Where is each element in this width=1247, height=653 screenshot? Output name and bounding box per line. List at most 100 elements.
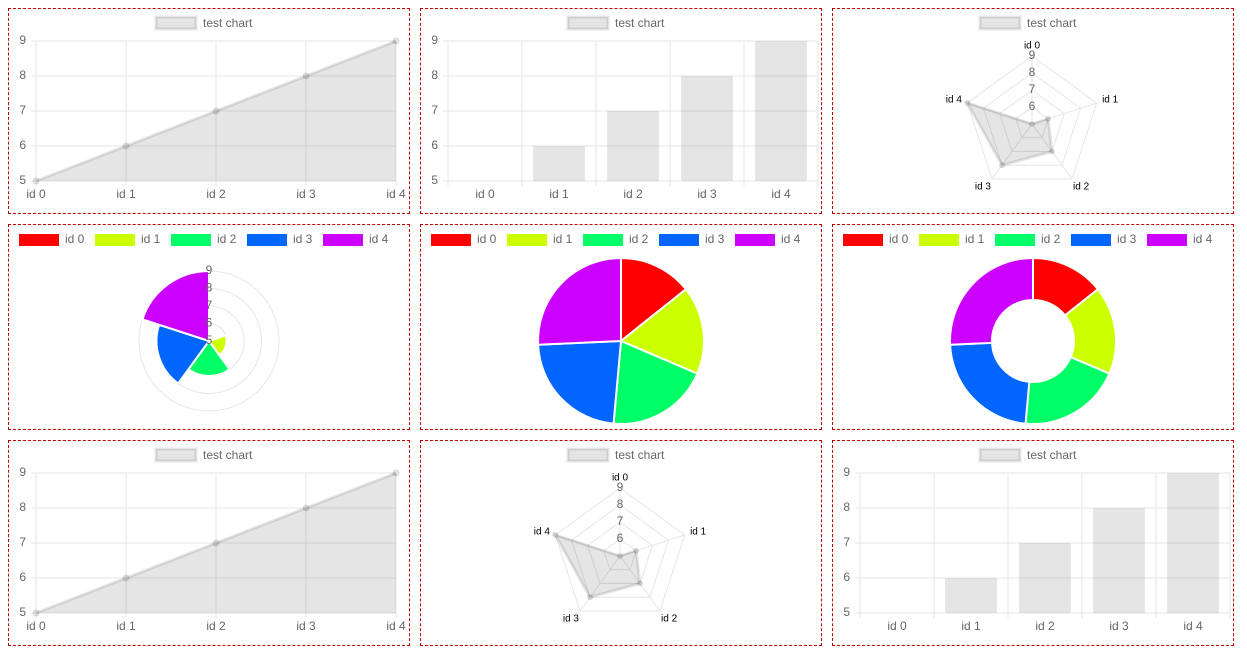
legend-label: id 3 xyxy=(705,232,725,246)
legend-label: test chart xyxy=(1027,16,1077,30)
x-tick-label: id 4 xyxy=(386,187,406,201)
grid-ring xyxy=(1015,106,1049,139)
legend-swatch xyxy=(843,234,883,246)
axis-label: id 4 xyxy=(946,95,963,106)
point xyxy=(122,574,130,582)
chart: test chart 5 6 7 8 9 id 0 id 1 id 2 id 3 id 4 xyxy=(19,15,406,201)
grid-ring xyxy=(982,72,1082,166)
grid-spoke xyxy=(991,123,1033,180)
point xyxy=(212,107,220,115)
y-tick-label: 8 xyxy=(431,68,438,82)
y-tick-label: 6 xyxy=(19,138,26,152)
r-tick-label: 8 xyxy=(206,281,213,295)
legend-label: id 3 xyxy=(1117,232,1137,246)
legend-swatch xyxy=(659,234,699,246)
r-tick-label: 9 xyxy=(206,263,213,277)
bar xyxy=(607,111,659,181)
axis-label: id 2 xyxy=(661,614,678,625)
x-tick-label: id 0 xyxy=(26,187,46,201)
legend-label: test chart xyxy=(615,16,665,30)
polar-segment xyxy=(141,269,210,343)
area xyxy=(36,473,396,613)
r-tick-label: 7 xyxy=(617,514,624,528)
line xyxy=(35,39,397,183)
x-tick-label: id 4 xyxy=(771,187,791,201)
legend-swatch xyxy=(735,234,775,246)
x-tick-label: id 2 xyxy=(206,619,226,633)
legend-label: id 2 xyxy=(629,232,649,246)
legend-label: test chart xyxy=(1027,448,1077,462)
doughnut-slice xyxy=(949,256,1034,346)
bar xyxy=(1167,473,1219,613)
point xyxy=(999,162,1006,169)
y-tick-label: 5 xyxy=(19,605,26,619)
y-tick-label: 5 xyxy=(19,173,26,187)
chart-panel: test chart 5 6 7 8 9 id 0 id 1 id 2 id 3 id 4 xyxy=(832,440,1234,646)
r-tick-label: 7 xyxy=(1029,82,1036,96)
x-tick-label: id 3 xyxy=(296,619,316,633)
chart: id 0 id 1 id 2 id 3 id 4 xyxy=(431,232,801,426)
area xyxy=(552,532,642,600)
r-tick-label: 6 xyxy=(206,316,213,330)
axis-label: id 1 xyxy=(1102,95,1119,106)
legend-label: id 1 xyxy=(553,232,573,246)
y-tick-label: 6 xyxy=(431,138,438,152)
legend-label: test chart xyxy=(615,448,665,462)
point xyxy=(636,580,643,587)
point xyxy=(1048,148,1055,155)
legend-label: id 4 xyxy=(781,232,801,246)
area xyxy=(36,41,396,181)
grid-ring xyxy=(587,521,653,585)
chart-panel: id 0 id 1 id 2 id 3 id 4 xyxy=(420,224,822,430)
legend-swatch xyxy=(323,234,363,246)
legend-swatch xyxy=(566,15,610,31)
grid-spoke xyxy=(1031,123,1073,180)
y-tick-label: 8 xyxy=(19,500,26,514)
grid-ring xyxy=(603,538,637,571)
legend-label: id 0 xyxy=(477,232,497,246)
pie-slice xyxy=(619,287,705,375)
legend-label: test chart xyxy=(203,448,253,462)
point xyxy=(633,547,640,554)
x-tick-label: id 2 xyxy=(1035,619,1055,633)
grid-ring xyxy=(570,504,670,598)
point xyxy=(212,539,220,547)
r-tick-label: 7 xyxy=(206,298,213,312)
point xyxy=(617,553,623,559)
y-tick-label: 9 xyxy=(19,33,26,47)
r-tick-label: 9 xyxy=(1029,48,1036,62)
point xyxy=(552,531,559,538)
x-tick-label: id 4 xyxy=(1183,619,1203,633)
doughnut-slice xyxy=(949,341,1031,425)
point xyxy=(122,142,130,150)
legend-swatch xyxy=(1147,234,1187,246)
legend-swatch xyxy=(978,15,1022,31)
chart: test chart 5 6 7 8 9 id 0 id 1 id 2 id 3 id 4 xyxy=(843,447,1231,633)
x-tick-label: id 2 xyxy=(623,187,643,201)
x-tick-label: id 1 xyxy=(961,619,981,633)
y-tick-label: 9 xyxy=(431,33,438,47)
legend-label: id 1 xyxy=(141,232,161,246)
chart-panel: test chart id 0 id 1 id 2 id 3 id 4 6 7 8 9 xyxy=(420,440,822,646)
x-tick-label: id 0 xyxy=(26,619,46,633)
point xyxy=(964,99,971,106)
grid-spoke xyxy=(619,555,661,612)
x-tick-label: id 2 xyxy=(206,187,226,201)
chart: test chart 5 6 7 8 9 id 0 id 1 id 2 id 3 id 4 xyxy=(431,15,819,201)
bar xyxy=(945,578,997,613)
bar xyxy=(533,146,585,181)
point xyxy=(302,504,310,512)
area xyxy=(964,100,1054,168)
pie-slice xyxy=(620,256,688,344)
chart: test chart 5 6 7 8 9 id 0 id 1 id 2 id 3 id 4 xyxy=(19,447,406,633)
grid-spoke xyxy=(579,555,621,612)
legend-swatch xyxy=(95,234,135,246)
legend-label: id 1 xyxy=(965,232,985,246)
chart-panel: test chart 5 6 7 8 9 id 0 id 1 id 2 id 3 id 4 xyxy=(8,8,410,214)
y-tick-label: 8 xyxy=(19,68,26,82)
axis-label: id 3 xyxy=(563,614,580,625)
y-tick-label: 7 xyxy=(19,535,26,549)
point xyxy=(392,37,400,45)
pie-slice xyxy=(612,339,699,426)
